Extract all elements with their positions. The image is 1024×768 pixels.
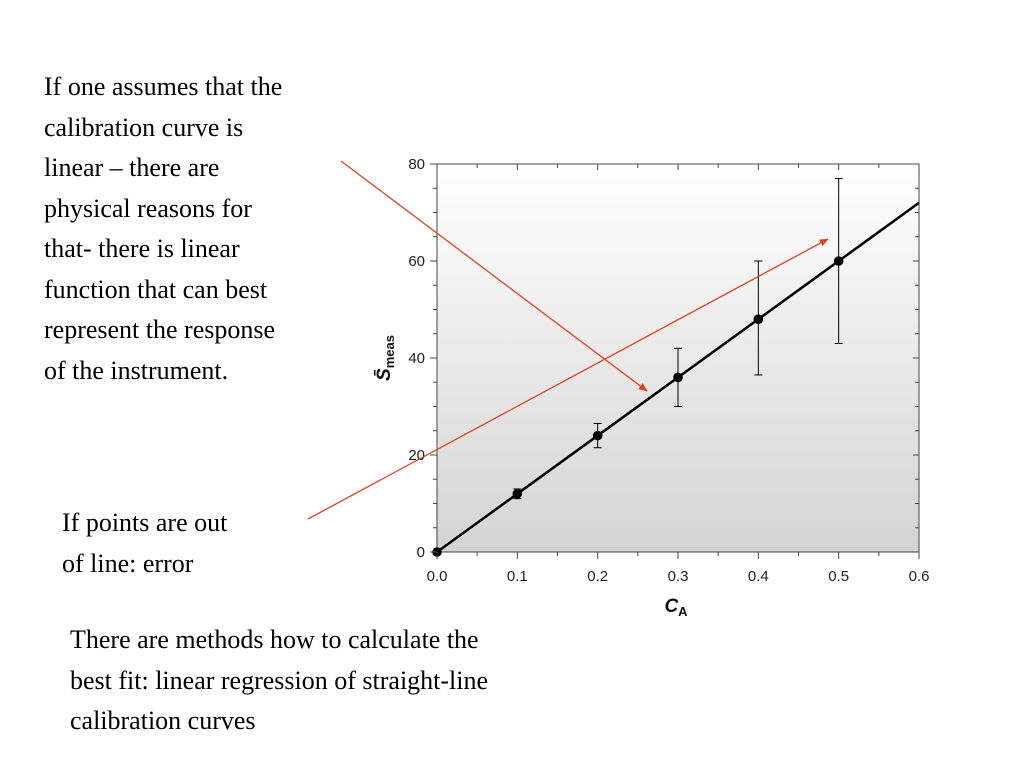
y-tick-label: 80 [408,156,425,173]
explanation-text-middle: If points are out of line: error [62,508,228,578]
y-axis-label-text: S̄meas [374,335,397,381]
x-tick-label: 0.2 [587,568,608,585]
y-tick-label: 60 [408,253,425,270]
data-point [833,256,844,266]
x-tick-label: 0.5 [828,568,849,585]
explanation-text-bottom: There are methods how to calculate the b… [70,625,489,735]
x-tick-label: 0.0 [427,568,448,585]
x-tick-label: 0.4 [748,568,769,585]
x-tick-label: 0.6 [909,568,930,585]
y-axis-label: S̄meas [374,335,397,381]
y-tick-label: 40 [408,350,425,367]
data-point [753,314,764,325]
data-point [673,372,683,383]
x-tick-label: 0.3 [668,568,689,585]
explanation-text-top: If one assumes that the calibration curv… [44,72,283,385]
x-axis-label: CA [664,596,688,619]
y-tick-label: 20 [408,447,425,464]
data-point [512,489,523,499]
y-tick-label: 0 [417,544,425,561]
data-point [592,430,603,441]
x-tick-label: 0.1 [507,568,528,585]
annotation-arrow-to-line [340,160,648,392]
annotation-arrow-to-error [307,238,829,520]
